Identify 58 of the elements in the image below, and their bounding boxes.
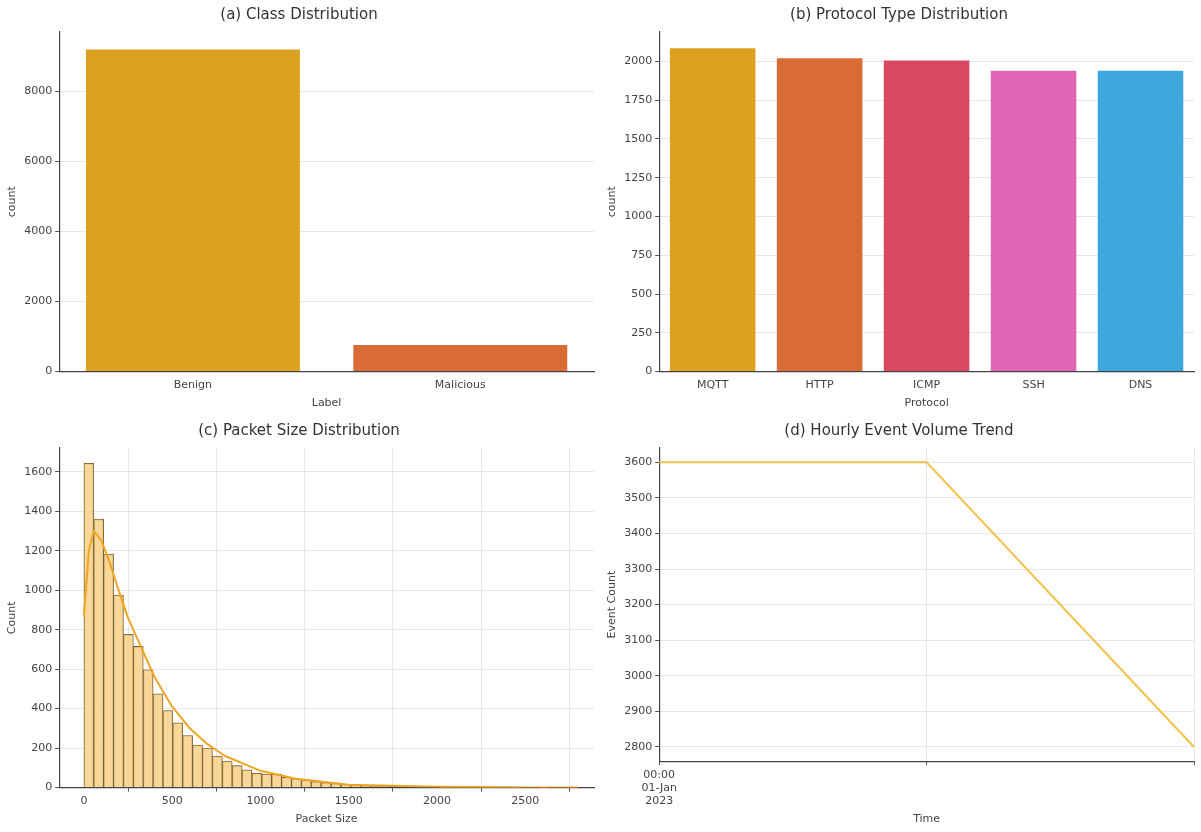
x-tick-label: 500 — [161, 794, 183, 808]
y-axis-title: count — [5, 185, 19, 218]
y-tick-label: 2000 — [624, 54, 653, 68]
x-axis-title: Packet Size — [295, 812, 358, 826]
chart-title: (c) Packet Size Distribution — [198, 420, 400, 439]
y-tick-label: 1600 — [24, 464, 53, 478]
y-tick-label: 0 — [645, 364, 653, 378]
chart-title: (a) Class Distribution — [220, 4, 378, 23]
y-tick-label: 0 — [45, 780, 53, 794]
y-tick-label: 600 — [31, 661, 53, 675]
y-tick-label: 3400 — [624, 526, 653, 540]
x-tick-label: 2000 — [422, 794, 451, 808]
y-axis-title: Count — [5, 600, 19, 635]
y-tick-label: 750 — [631, 248, 653, 262]
y-tick-label: 1250 — [624, 170, 653, 184]
x-tick-label: 0 — [80, 794, 88, 808]
y-tick-label: 3600 — [624, 455, 653, 469]
x-tick-label: Malicious — [434, 378, 486, 392]
x-tick-label: 2500 — [511, 794, 540, 808]
y-tick-label: 3200 — [624, 597, 653, 611]
y-tick-label: 250 — [631, 325, 653, 339]
y-tick-label: 1200 — [24, 543, 53, 557]
x-axis-title: Protocol — [904, 396, 949, 410]
y-tick-label: 1500 — [624, 131, 653, 145]
y-tick-label: 3100 — [624, 633, 653, 647]
y-tick-label: 4000 — [24, 224, 53, 238]
y-tick-label: 8000 — [24, 84, 53, 98]
x-tick-label: HTTP — [805, 378, 835, 392]
y-tick-label: 3300 — [624, 561, 653, 575]
y-axis-title: Event Count — [605, 570, 619, 639]
y-tick-label: 800 — [31, 622, 53, 636]
y-tick-label: 3000 — [624, 668, 653, 682]
y-tick-label: 3500 — [624, 490, 653, 504]
x-tick-label: MQTT — [696, 378, 729, 392]
y-tick-label: 400 — [31, 701, 53, 715]
x-tick-label: ICMP — [913, 378, 941, 392]
x-tick-label: Benign — [173, 378, 213, 392]
x-tick-label: 1000 — [246, 794, 275, 808]
x-axis-title: Label — [311, 396, 342, 410]
x-tick-label: 1500 — [334, 794, 363, 808]
chart-title: (d) Hourly Event Volume Trend — [784, 420, 1014, 439]
chart-title: (b) Protocol Type Distribution — [790, 4, 1008, 23]
x-tick-label: 00:00 01-Jan 2023 — [641, 767, 677, 808]
y-tick-label: 200 — [31, 740, 53, 754]
y-tick-label: 0 — [45, 364, 53, 378]
x-tick-label: SSH — [1022, 378, 1045, 392]
y-tick-label: 6000 — [24, 154, 53, 168]
y-tick-label: 2800 — [624, 739, 653, 753]
y-axis-title: count — [605, 185, 619, 218]
x-axis-title: Time — [912, 812, 941, 826]
x-tick-label: DNS — [1128, 378, 1153, 392]
y-tick-label: 1000 — [624, 209, 653, 223]
y-tick-label: 1400 — [24, 504, 53, 518]
y-tick-label: 2900 — [624, 704, 653, 718]
y-tick-label: 1750 — [624, 93, 653, 107]
y-tick-label: 1000 — [24, 583, 53, 597]
y-tick-label: 2000 — [24, 294, 53, 308]
y-tick-label: 500 — [631, 286, 653, 300]
